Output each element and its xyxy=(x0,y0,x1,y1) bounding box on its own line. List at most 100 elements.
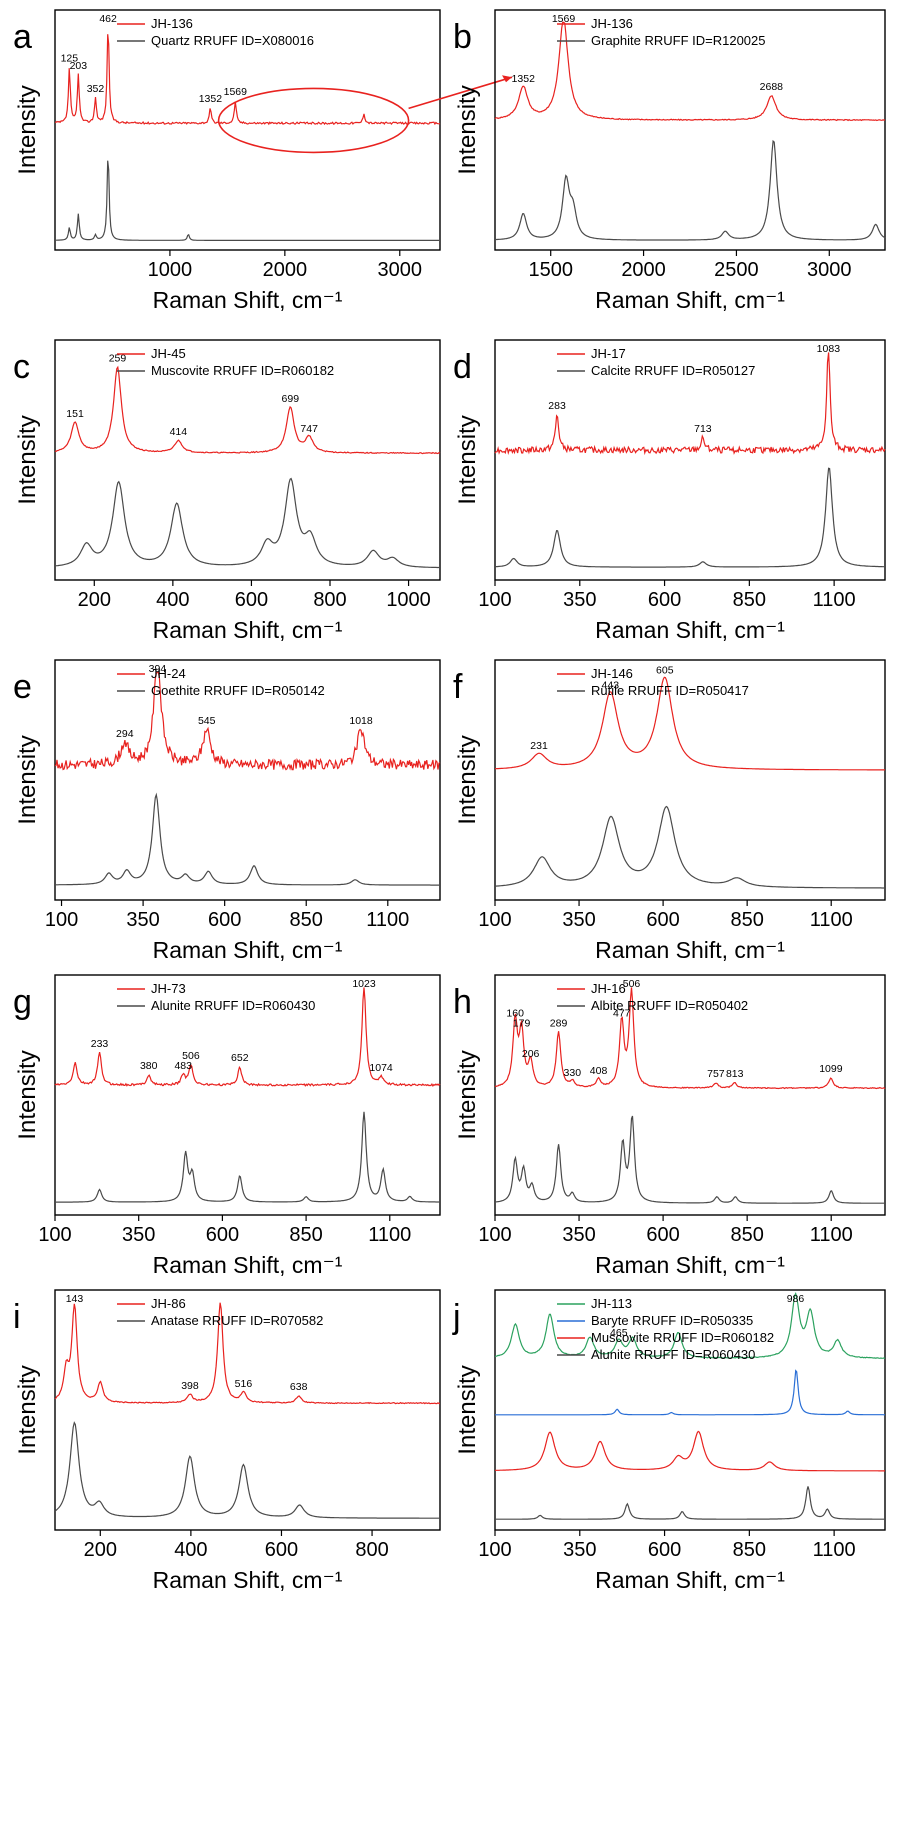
legend-label: Anatase RRUFF ID=R070582 xyxy=(151,1313,323,1328)
peak-label: 394 xyxy=(149,663,167,675)
x-tick-label: 600 xyxy=(648,589,681,611)
highlight-ellipse xyxy=(217,87,410,154)
x-tick-label: 350 xyxy=(126,909,159,931)
x-tick-label: 850 xyxy=(730,909,763,931)
x-axis-label: Raman Shift, cm⁻¹ xyxy=(595,1252,785,1278)
x-tick-label: 200 xyxy=(78,589,111,611)
panel-letter: a xyxy=(13,18,32,56)
peak-label: 1023 xyxy=(352,978,376,990)
spectrum-line-1 xyxy=(54,365,441,455)
x-tick-label: 100 xyxy=(478,589,511,611)
peak-label: 813 xyxy=(726,1068,744,1080)
spectrum-line-2 xyxy=(54,477,440,569)
peak-label: 151 xyxy=(66,408,84,420)
peak-label: 179 xyxy=(513,1018,531,1030)
spectrum-line-1 xyxy=(495,1291,886,1359)
spectrum-line-2 xyxy=(54,1421,440,1519)
legend-label: Baryte RRUFF ID=R050335 xyxy=(591,1313,753,1328)
x-axis-label: Raman Shift, cm⁻¹ xyxy=(595,937,785,963)
x-tick-label: 100 xyxy=(478,1539,511,1561)
plot-frame xyxy=(54,974,441,1216)
peak-label: 398 xyxy=(181,1380,199,1392)
spectrum-line-1 xyxy=(494,987,886,1090)
x-tick-label: 350 xyxy=(122,1224,155,1246)
x-tick-label: 850 xyxy=(730,1224,763,1246)
legend-label: JH-45 xyxy=(151,346,186,361)
x-tick-label: 2000 xyxy=(621,259,666,281)
legend-label: Goethite RRUFF ID=R050142 xyxy=(151,683,325,698)
peak-label: 545 xyxy=(198,715,216,727)
panel-e: e Intensity 100 350 600 850 1100 Raman Shift, c… xyxy=(13,659,441,963)
peak-label: 1352 xyxy=(512,73,536,85)
x-tick-label: 100 xyxy=(478,909,511,931)
y-axis-label: Intensity xyxy=(14,1365,41,1454)
x-tick-label: 350 xyxy=(563,589,596,611)
panel-letter: b xyxy=(453,18,472,56)
peak-label: 1083 xyxy=(817,343,841,355)
peak-label: 352 xyxy=(87,83,105,95)
peak-label: 443 xyxy=(602,680,620,692)
spectrum-line-2 xyxy=(55,1111,440,1203)
peak-label: 143 xyxy=(66,1293,84,1305)
x-tick-label: 600 xyxy=(208,909,241,931)
peak-label: 289 xyxy=(550,1018,568,1030)
peak-label: 1099 xyxy=(819,1063,843,1075)
y-axis-label: Intensity xyxy=(14,85,41,174)
peak-label: 506 xyxy=(623,978,641,990)
panel-g: g Intensity 100 350 600 850 1100 Raman Shift, c… xyxy=(13,974,441,1278)
peak-label: 638 xyxy=(290,1381,308,1393)
x-tick-label: 1500 xyxy=(528,259,573,281)
x-axis-label: Raman Shift, cm⁻¹ xyxy=(595,617,785,643)
legend-label: JH-17 xyxy=(591,346,626,361)
legend-label: Rutile RRUFF ID=R050417 xyxy=(591,683,749,698)
y-axis-label: Intensity xyxy=(454,85,481,174)
panel-letter: f xyxy=(453,668,463,706)
legend-label: JH-24 xyxy=(151,666,186,681)
peak-label: 1074 xyxy=(369,1062,393,1074)
panel-a: a Intensity 1000 2000 3000 Raman Shift, cm⁻¹ 1… xyxy=(13,9,513,313)
spectrum-line-2 xyxy=(494,1115,885,1204)
panel-h: h Intensity 100 350 600 850 1100 Raman Shift, c… xyxy=(453,974,886,1278)
x-tick-label: 600 xyxy=(646,909,679,931)
legend-label: Albite RRUFF ID=R050402 xyxy=(591,998,748,1013)
spectrum-line-1 xyxy=(54,671,441,771)
peak-label: 713 xyxy=(694,423,712,435)
spectrum-line-2 xyxy=(494,467,885,568)
legend-label: JH-113 xyxy=(591,1296,632,1311)
legend-label: Alunite RRUFF ID=R060430 xyxy=(591,1347,755,1362)
spectrum-line-1 xyxy=(495,676,885,771)
peak-label: 462 xyxy=(99,13,117,25)
spectrum-line-2 xyxy=(494,139,886,241)
x-tick-label: 850 xyxy=(733,1539,766,1561)
peak-label: 699 xyxy=(282,393,300,405)
x-tick-label: 3000 xyxy=(378,259,423,281)
x-tick-label: 600 xyxy=(235,589,268,611)
peak-label: 506 xyxy=(182,1050,200,1062)
panel-letter: c xyxy=(13,348,30,386)
legend-label: Muscovite RRUFF ID=R060182 xyxy=(151,363,334,378)
spectrum-line-1 xyxy=(494,21,886,122)
spectrum-line-2 xyxy=(495,1369,885,1416)
panel-i: i Intensity 200 400 600 800 Raman Shift, cm⁻¹ 1… xyxy=(13,1289,441,1593)
x-tick-label: 350 xyxy=(562,1224,595,1246)
panel-j: j Intensity 100 350 600 850 1100 Raman Shift, c… xyxy=(452,1289,886,1593)
x-axis-label: Raman Shift, cm⁻¹ xyxy=(153,1252,343,1278)
spectrum-line-1 xyxy=(494,352,886,456)
x-tick-label: 350 xyxy=(562,909,595,931)
x-axis-label: Raman Shift, cm⁻¹ xyxy=(153,937,343,963)
plot-frame xyxy=(494,339,886,581)
peak-label: 652 xyxy=(231,1052,249,1064)
x-tick-label: 1100 xyxy=(813,589,856,611)
legend-label: JH-16 xyxy=(591,981,626,996)
peak-label: 477 xyxy=(613,1008,631,1020)
y-axis-label: Intensity xyxy=(454,1050,481,1139)
panel-f: f Intensity 100 350 600 850 1100 Raman Shift, c… xyxy=(453,659,886,963)
x-tick-label: 800 xyxy=(313,589,346,611)
spectrum-line-1 xyxy=(54,987,441,1087)
peak-label: 231 xyxy=(530,740,548,752)
x-tick-label: 600 xyxy=(206,1224,239,1246)
peak-label: 160 xyxy=(506,1008,524,1020)
x-axis-label: Raman Shift, cm⁻¹ xyxy=(153,287,343,313)
panel-c: c Intensity 200 400 600 800 1000 Raman Shift, c… xyxy=(13,339,441,643)
